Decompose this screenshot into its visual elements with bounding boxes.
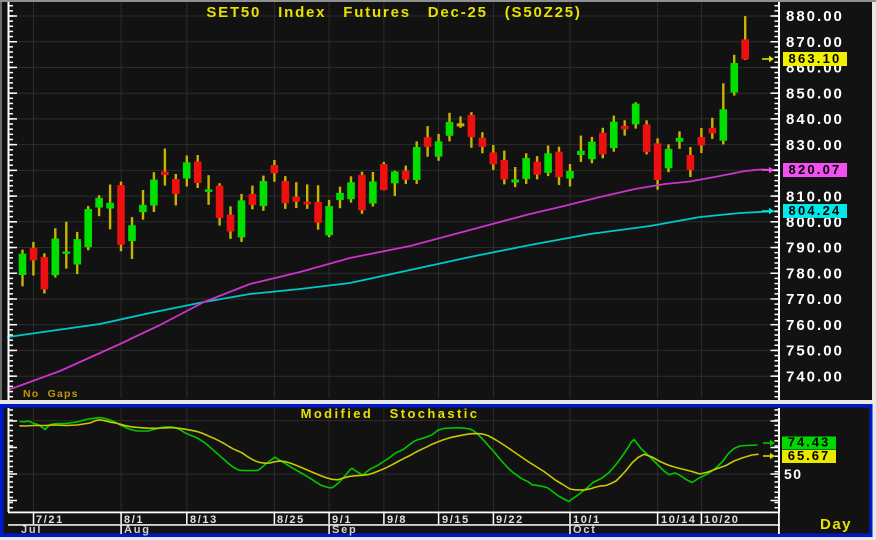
svg-text:SET50 Index Futures Dec-25: SET50 Index Futures Dec-25 (S50Z25): [206, 4, 581, 21]
svg-text:7/21: 7/21: [36, 514, 64, 526]
svg-text:74.43: 74.43: [788, 434, 831, 449]
svg-text:810.00: 810.00: [786, 188, 844, 205]
svg-text:800.00: 800.00: [786, 214, 844, 231]
svg-text:780.00: 780.00: [786, 265, 844, 282]
svg-text:8/25: 8/25: [277, 514, 305, 526]
svg-text:Sep: Sep: [332, 524, 358, 536]
svg-text:10/1: 10/1: [573, 514, 601, 526]
svg-text:804.24: 804.24: [789, 203, 842, 218]
svg-text:9/8: 9/8: [387, 514, 407, 526]
svg-text:820.07: 820.07: [789, 162, 842, 177]
svg-text:9/15: 9/15: [442, 514, 470, 526]
svg-text:10/20: 10/20: [704, 514, 740, 526]
svg-text:Jul: Jul: [21, 524, 42, 536]
svg-text:850.00: 850.00: [786, 85, 844, 102]
svg-text:830.00: 830.00: [786, 137, 844, 154]
svg-text:Modified Stochastic: Modified Stochastic: [301, 406, 480, 421]
svg-text:9/1: 9/1: [332, 514, 352, 526]
svg-text:760.00: 760.00: [786, 317, 844, 334]
svg-text:880.00: 880.00: [786, 8, 844, 25]
svg-text:770.00: 770.00: [786, 291, 844, 308]
svg-text:790.00: 790.00: [786, 240, 844, 257]
svg-text:8/1: 8/1: [124, 514, 144, 526]
svg-text:740.00: 740.00: [786, 368, 844, 385]
svg-text:No Gaps: No Gaps: [23, 388, 79, 400]
svg-text:Day: Day: [820, 516, 852, 533]
svg-text:863.10: 863.10: [789, 51, 842, 66]
svg-text:870.00: 870.00: [786, 34, 844, 51]
svg-text:Aug: Aug: [124, 524, 151, 536]
svg-text:10/14: 10/14: [661, 514, 697, 526]
svg-text:50: 50: [784, 466, 803, 482]
svg-text:8/13: 8/13: [190, 514, 218, 526]
svg-text:Oct: Oct: [573, 524, 597, 536]
svg-text:9/22: 9/22: [496, 514, 524, 526]
svg-text:65.67: 65.67: [788, 448, 831, 463]
svg-text:840.00: 840.00: [786, 111, 844, 128]
svg-text:750.00: 750.00: [786, 343, 844, 360]
